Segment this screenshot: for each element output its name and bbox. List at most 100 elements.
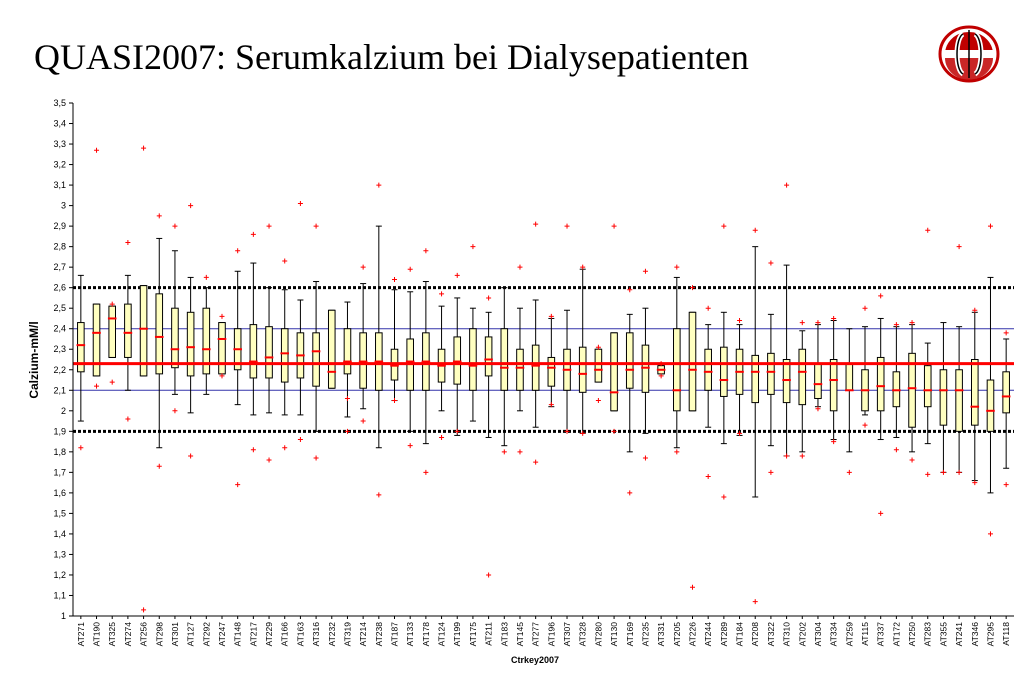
x-tick-label: AT184 <box>735 622 745 647</box>
box <box>453 336 462 385</box>
outlier-point <box>642 268 648 274</box>
x-tick-label: AT274 <box>123 622 133 647</box>
x-tick-label: AT334 <box>829 622 839 647</box>
x-tick-label: AT256 <box>139 622 149 647</box>
page-title: QUASI2007: Serumkalzium bei Dialysepatie… <box>34 37 749 77</box>
outlier-point <box>344 428 350 434</box>
box <box>516 348 524 391</box>
x-tick-label: AT280 <box>593 622 603 647</box>
box-group <box>484 295 493 578</box>
x-tick-label: AT124 <box>437 622 447 647</box>
x-tick-label: AT241 <box>954 622 964 647</box>
box-group <box>499 287 509 455</box>
outlier-point <box>266 457 272 463</box>
x-axis: AT271 AT190 AT325 AT274 AT256 AT298 AT301 AT127… <box>73 615 1014 647</box>
outlier-point <box>862 422 868 428</box>
y-tick-label: 2,6 <box>53 283 66 293</box>
outlier-point <box>831 315 837 321</box>
outlier-point <box>376 492 382 498</box>
outlier-point <box>297 201 303 207</box>
box <box>155 293 164 375</box>
outlier-point <box>313 455 319 461</box>
outlier-point <box>250 231 256 237</box>
box <box>970 359 979 426</box>
box-group <box>829 315 838 445</box>
box <box>876 356 885 412</box>
x-tick-label: AT232 <box>327 622 337 647</box>
box <box>892 371 901 408</box>
y-tick-label: 2,3 <box>53 344 66 354</box>
x-tick-label: AT355 <box>938 622 948 647</box>
outlier-point <box>642 455 648 461</box>
box-group <box>750 227 760 605</box>
box-group <box>876 293 885 516</box>
box-group <box>656 361 666 379</box>
box-group <box>249 231 258 453</box>
box <box>908 352 916 428</box>
outlier-point <box>1003 330 1009 336</box>
x-tick-label: AT166 <box>280 622 290 647</box>
outlier-point <box>580 264 586 270</box>
x-tick-label: AT307 <box>562 622 572 647</box>
box-group <box>703 305 713 479</box>
x-tick-label: AT148 <box>233 622 243 647</box>
box-group <box>594 344 603 404</box>
reference-lines <box>73 286 1014 433</box>
y-tick-label: 3,1 <box>53 180 66 190</box>
y-tick-label: 1,4 <box>53 529 66 539</box>
x-tick-label: AT202 <box>797 622 807 647</box>
box-group <box>186 203 195 459</box>
x-tick-label: AT115 <box>860 622 870 646</box>
x-tick-label: AT271 <box>76 622 86 647</box>
box-group <box>813 320 823 412</box>
outlier-point <box>799 320 805 326</box>
outlier-point <box>627 490 633 496</box>
box-group <box>609 223 619 434</box>
x-tick-label: AT118 <box>1001 622 1011 646</box>
y-tick-label: 1,6 <box>53 488 66 498</box>
box-group <box>578 264 588 436</box>
box <box>171 307 179 369</box>
y-tick-label: 2,2 <box>53 365 66 375</box>
box <box>767 352 775 395</box>
box <box>955 369 963 432</box>
outlier-point <box>172 223 178 229</box>
box <box>673 328 681 412</box>
y-tick-label: 3,5 <box>53 98 66 108</box>
outlier-point <box>470 244 476 250</box>
outlier-point <box>266 223 272 229</box>
outlier-point <box>674 449 680 455</box>
box-group <box>782 182 791 459</box>
box-group <box>672 264 682 455</box>
outlier-point <box>925 227 931 233</box>
box <box>484 336 493 377</box>
outlier-point <box>141 145 147 151</box>
x-tick-label: AT298 <box>154 622 164 647</box>
outlier-point <box>423 248 429 254</box>
outlier-point <box>454 272 460 278</box>
box <box>625 332 634 389</box>
x-tick-label: AT337 <box>876 622 886 647</box>
outlier-point <box>658 373 664 379</box>
outlier-point <box>486 572 492 578</box>
outlier-point <box>972 480 978 486</box>
x-tick-label: AT283 <box>923 622 933 647</box>
outlier-point <box>627 287 633 293</box>
outlier-point <box>799 453 805 459</box>
y-tick-label: 2 <box>61 406 66 416</box>
outlier-point <box>611 223 617 229</box>
box <box>108 305 117 358</box>
x-tick-label: AT325 <box>107 622 117 647</box>
box <box>124 303 132 358</box>
box <box>782 359 791 404</box>
outlier-point <box>737 430 743 436</box>
box-group <box>735 318 744 436</box>
outlier-point <box>172 408 178 414</box>
box <box>845 363 854 391</box>
box-group <box>531 221 540 465</box>
outlier-point <box>846 469 852 475</box>
box-group <box>923 227 933 477</box>
outlier-point <box>282 258 288 264</box>
box <box>280 328 289 383</box>
x-tick-label: AT172 <box>891 622 901 647</box>
